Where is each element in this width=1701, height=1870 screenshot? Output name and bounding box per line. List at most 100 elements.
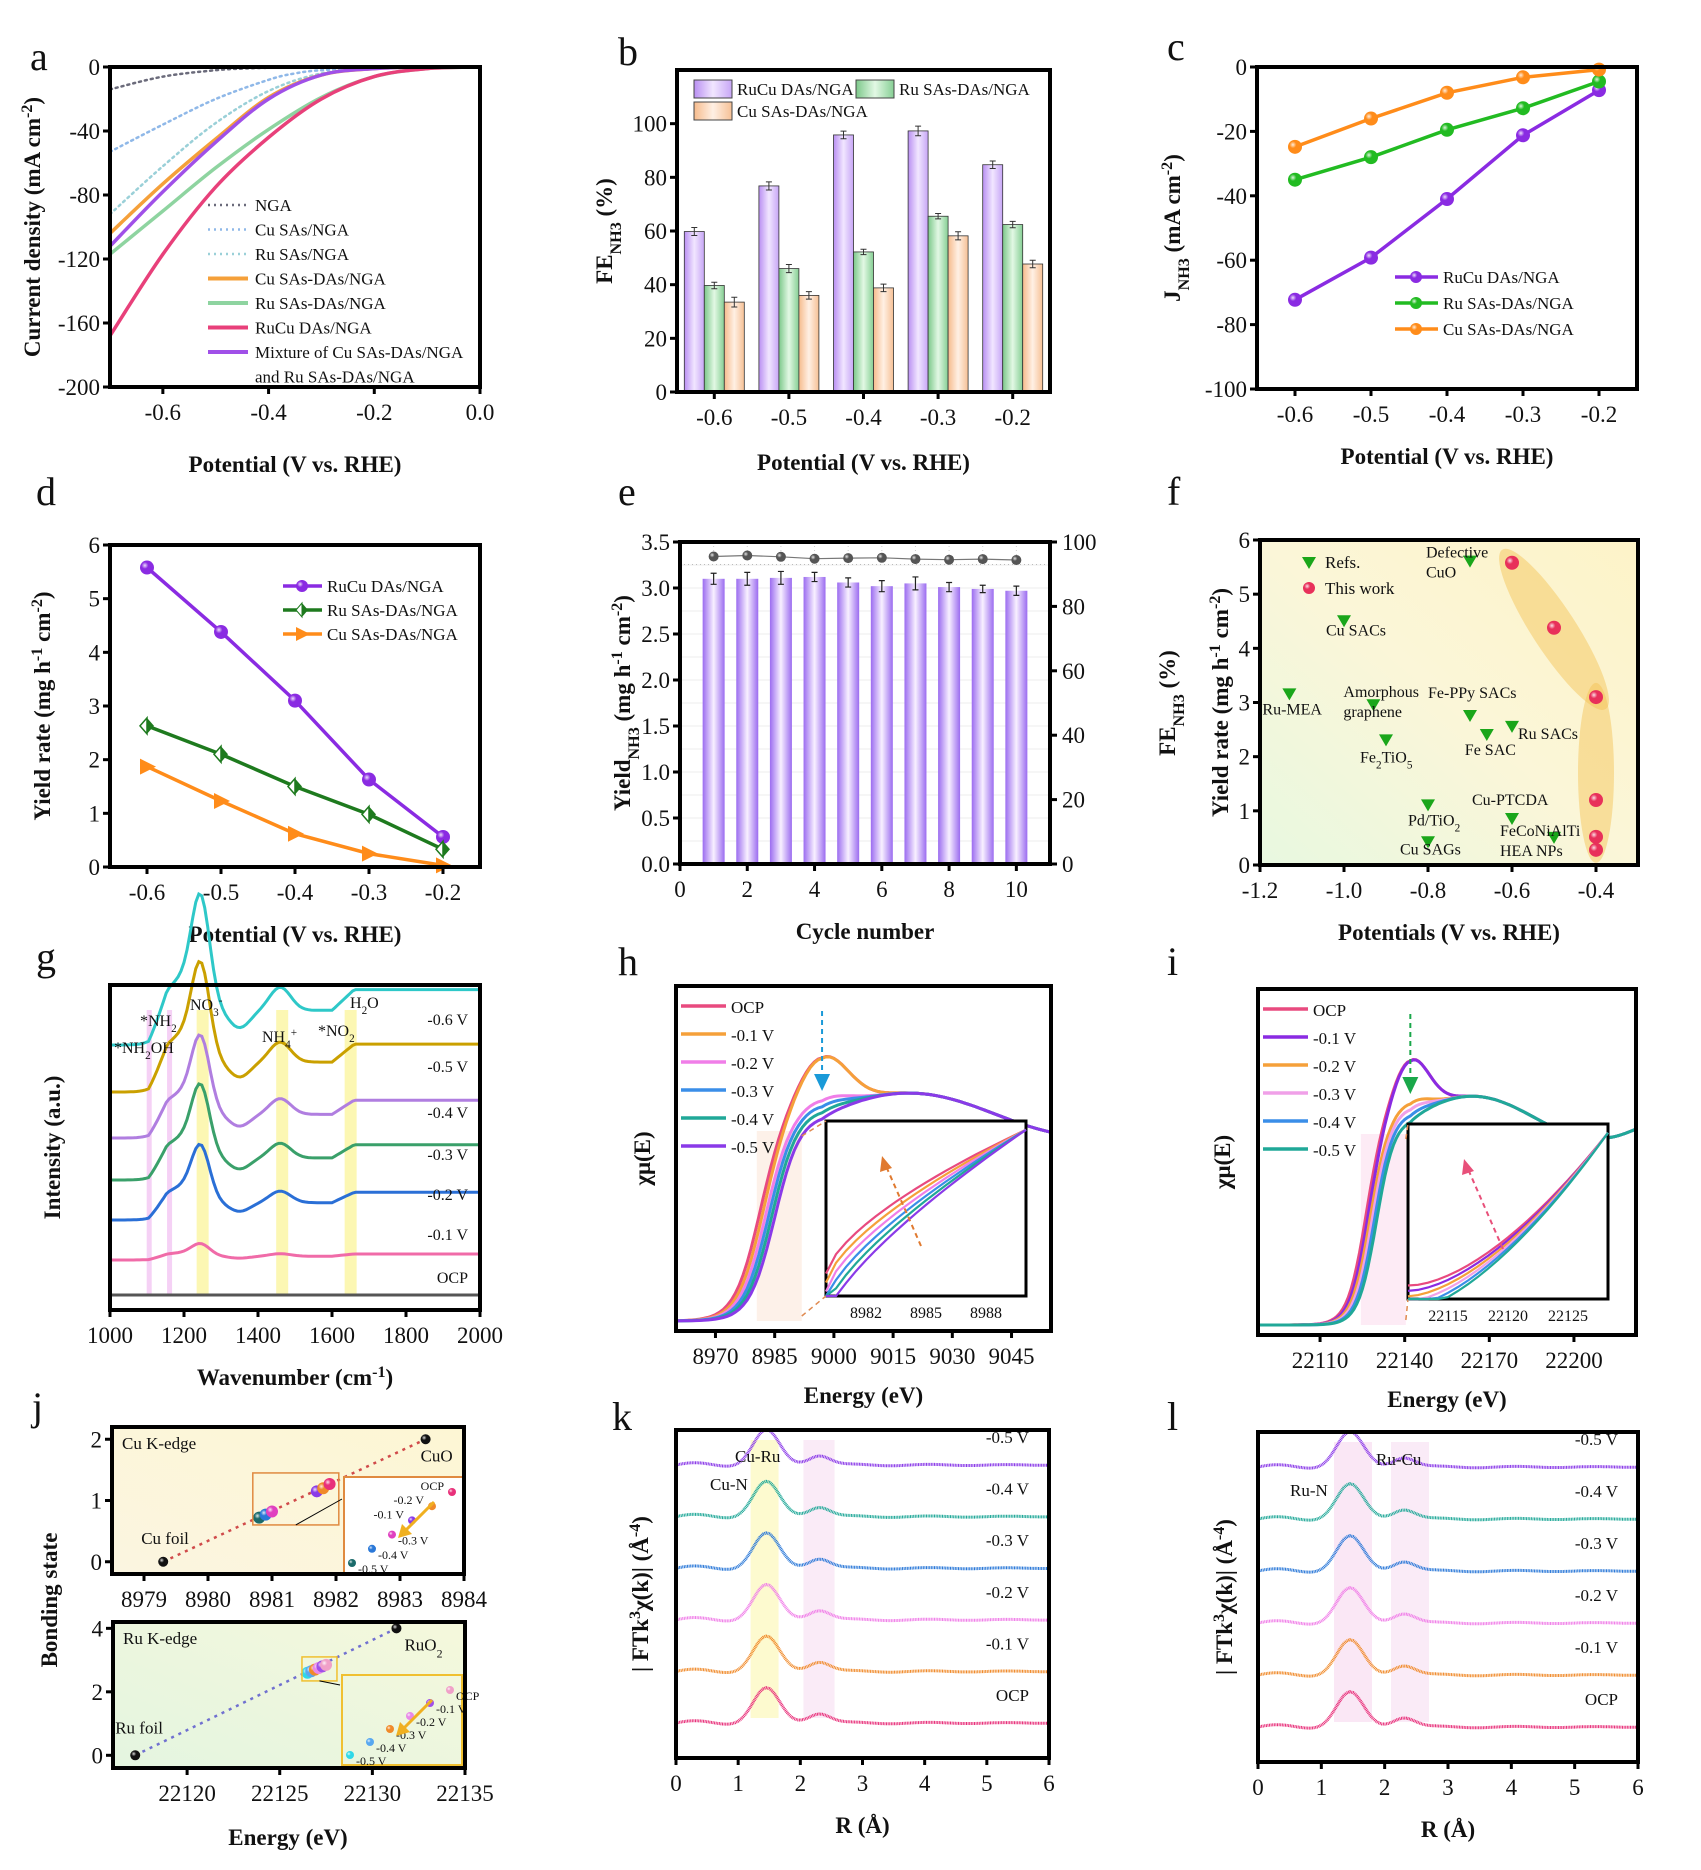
legend-label: -0.5 V [731,1138,775,1157]
y-tick-label: -80 [1216,313,1247,338]
legend-label: Cu SAs-DAs/NGA [1443,320,1575,339]
legend-label: RuCu DAs/NGA [327,577,444,596]
peak-band [196,1010,209,1295]
series-label: -0.3 V [427,1147,468,1164]
x-axis-title: Potential (V vs. RHE) [189,452,402,477]
panel-letter-f: f [1167,469,1181,514]
data-point-ref [1337,615,1351,628]
exafs-line [675,1428,1049,1468]
panel-letter-j: j [30,1384,43,1429]
plot-frame [678,540,1052,866]
reference-label: Cu foil [141,1529,189,1548]
error-bar [811,571,818,583]
inset-pointer [319,1680,341,1686]
y-tick-label: 0 [89,55,101,80]
x-tick-label: 6 [1043,1771,1055,1796]
exafs-line [1257,1638,1638,1678]
series-label: -0.1 V [1575,1638,1619,1657]
y-axis-title: Yield rate (mg h-1 cm-2) [1207,588,1234,817]
legend-marker [296,627,310,641]
legend-label: RuCu DAs/NGA [255,319,372,338]
legend-label: This work [1325,579,1395,598]
inset-point-label: -0.1 V [436,1702,467,1716]
plot-frame [108,65,482,389]
shell-band [803,1440,835,1718]
y-tick-label: 1.5 [641,714,670,739]
data-point [369,806,376,823]
bar [798,294,820,393]
legend-marker [1302,557,1316,569]
point-label: Defective [1426,545,1488,562]
legend-swatch [693,79,733,99]
point-label: Pd/TiO2 [1408,812,1460,834]
x-tick-label: -0.4 [1578,878,1615,903]
y-axis-title: Yield rate (mg h-1 cm-2) [29,591,56,820]
x-tick-label: -0.6 [145,400,181,425]
data-point [443,841,450,858]
spectrum-line [110,1142,480,1222]
legend-label: Cu SAs-DAs/NGA [327,625,459,644]
x-tick-label: -0.4 [250,400,287,425]
x-tick-label: 5 [981,1771,993,1796]
x-tick-label: 2 [1379,1775,1391,1800]
bar [1005,590,1028,864]
bar [873,287,894,393]
y-tick-label: 3 [1239,691,1251,716]
bar [683,231,705,393]
x-tick-label: 9045 [989,1344,1035,1369]
error-bar [915,125,922,137]
data-point-ref [1463,710,1477,723]
data-point-highlight [214,624,228,639]
x-tick-label: 2 [795,1771,807,1796]
y-axis-title: | FTk3χ(k)| (Å-4) [627,1516,654,1672]
bar [778,268,800,393]
trend-arrow-head [814,1074,831,1091]
x-tick-label: 2 [742,877,754,902]
error-bar [935,213,942,220]
error-bar [946,581,953,593]
inset-frame [341,1674,463,1766]
x-axis-title: Potential (V vs. RHE) [757,450,970,475]
inset-line [826,1128,1027,1298]
inset-point-highlight [366,1738,374,1746]
plot-frame [1256,987,1638,1337]
data-point-highlight [140,560,154,575]
x-tick-label: -0.4 [845,405,882,430]
x-tick-label: 1000 [87,1323,133,1348]
panel-letter-a: a [30,34,48,79]
y-axis-title: | FTk3χ(k)| (Å-4) [1211,1519,1238,1675]
exafs-line [1257,1534,1638,1574]
panel-letter-g: g [36,934,56,979]
y-tick-label: 3.0 [641,576,670,601]
series-label: -0.4 V [427,1105,468,1122]
data-point-highlight [1516,101,1530,116]
series-label: -0.1 V [427,1227,468,1244]
subplot-title: Ru K-edge [123,1629,197,1648]
series-label: -0.5 V [986,1428,1030,1447]
y-axis-title: Current density (mA cm-2) [19,97,46,357]
x-axis-title: Potential (V vs. RHE) [1341,444,1554,469]
series-label: -0.5 V [1575,1430,1619,1449]
inset-x-tick-label: 22120 [1488,1308,1528,1325]
y-tick-label: 4 [89,640,101,665]
panel-letter-b: b [618,29,638,74]
x-axis-title: Potentials (V vs. RHE) [1338,920,1560,945]
bar [938,587,961,864]
x-tick-label: -0.5 [771,405,807,430]
peak-annotation: Ru-Cu [1376,1450,1422,1469]
error-bar [912,576,919,591]
data-point-highlight [876,552,887,563]
y-axis-title: Bonding state [37,1533,62,1668]
y-tick-label: 20 [1062,788,1085,813]
legend-marker-highlight [1410,297,1422,309]
panel-b: b -0.6 -0.5 -0.4 -0.3 -0.2 0 20 40 60 80 100 Potenti… [592,29,1052,475]
y-tick-label: 60 [644,219,667,244]
y-tick-label: 0.0 [641,852,670,877]
y-tick-label: 40 [644,273,667,298]
x-tick-label: -0.6 [696,405,732,430]
data-point-highlight [1288,292,1302,307]
legend-label: -0.3 V [1313,1085,1357,1104]
panel-l: l -0.5 V -0.4 V -0.3 V -0.2 V -0.1 V OCP Ru-Cu R… [1167,1394,1644,1842]
panel-c: c -0.6 -0.5 -0.4 -0.3 -0.2 0 -20 -40 -60 -80 -100 Po… [1159,24,1639,469]
